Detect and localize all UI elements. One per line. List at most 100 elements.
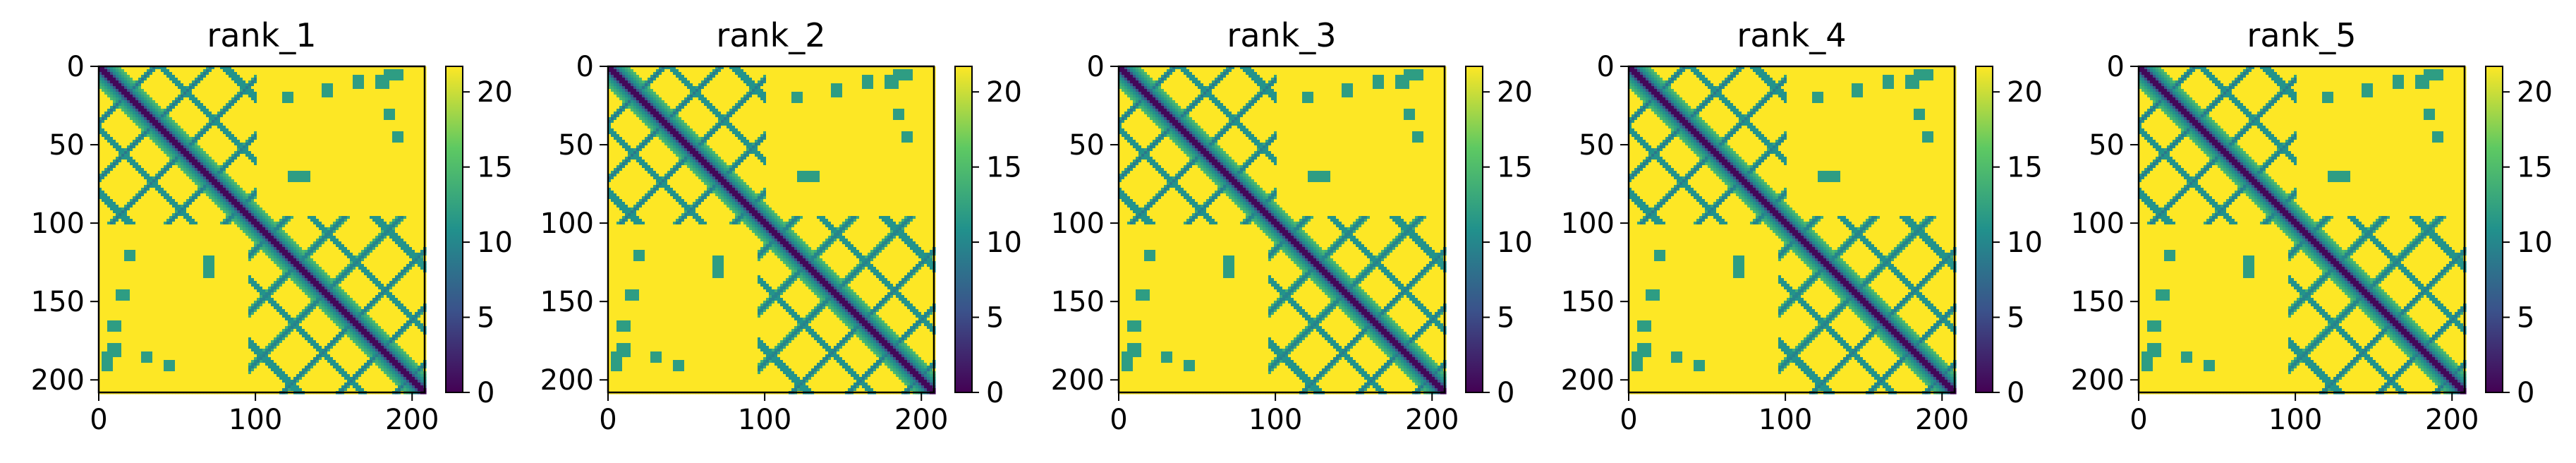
- heatmap-cell: [271, 117, 274, 121]
- heatmap-cell: [107, 109, 111, 112]
- heatmap-cell: [285, 80, 288, 84]
- heatmap-cell: [333, 109, 336, 112]
- heatmap-cell: [262, 128, 266, 132]
- heatmap-cell: [381, 95, 384, 98]
- heatmap-cell: [271, 120, 274, 124]
- heatmap-cell: [189, 114, 193, 118]
- heatmap-cell: [220, 80, 224, 84]
- heatmap-cell: [147, 117, 150, 121]
- heatmap-cell: [403, 112, 407, 115]
- heatmap-cell: [169, 114, 173, 118]
- heatmap-cell: [271, 75, 274, 78]
- heatmap-cell: [381, 120, 384, 124]
- heatmap-cell: [327, 114, 331, 118]
- heatmap-cell: [186, 120, 190, 124]
- heatmap-cell: [327, 106, 331, 109]
- heatmap-cell: [245, 114, 249, 118]
- heatmap-cell: [220, 95, 224, 98]
- heatmap-cell: [339, 126, 342, 129]
- heatmap-cell: [229, 120, 232, 124]
- heatmap-cell: [409, 86, 413, 90]
- heatmap-cell: [384, 75, 387, 78]
- heatmap-cell: [240, 109, 243, 112]
- heatmap-cell: [206, 86, 209, 90]
- heatmap-cell: [178, 86, 181, 90]
- heatmap-cell: [285, 86, 288, 90]
- heatmap-cell: [262, 86, 266, 90]
- heatmap-cell: [316, 109, 320, 112]
- heatmap-cell: [398, 120, 401, 124]
- heatmap-cell: [291, 92, 294, 95]
- heatmap-cell: [113, 89, 116, 92]
- heatmap-cell: [420, 114, 424, 118]
- heatmap-cell: [234, 103, 238, 107]
- heatmap-cell: [220, 109, 224, 112]
- heatmap-cell: [409, 78, 413, 81]
- heatmap-cell: [186, 106, 190, 109]
- heatmap-cell: [141, 80, 145, 84]
- heatmap-cell: [226, 97, 229, 101]
- heatmap-cell: [327, 78, 331, 81]
- heatmap-cell: [302, 126, 305, 129]
- heatmap-cell: [392, 97, 396, 101]
- heatmap-cell: [175, 114, 178, 118]
- heatmap-cell: [412, 120, 415, 124]
- heatmap-cell: [181, 95, 184, 98]
- heatmap-cell: [389, 72, 393, 76]
- heatmap-cell: [367, 78, 370, 81]
- heatmap-cell: [260, 120, 263, 124]
- heatmap-cell: [398, 100, 401, 104]
- heatmap-cell: [240, 114, 243, 118]
- heatmap-cell: [341, 106, 345, 109]
- heatmap-cell: [113, 106, 116, 109]
- heatmap-cell: [378, 89, 382, 92]
- heatmap-cell: [381, 106, 384, 109]
- heatmap-cell: [214, 128, 218, 132]
- heatmap-cell: [418, 126, 421, 129]
- heatmap-cell: [358, 103, 362, 107]
- heatmap-cell: [257, 109, 260, 112]
- heatmap-cell: [189, 97, 193, 101]
- heatmap-cell: [310, 123, 314, 126]
- heatmap-cell: [333, 126, 336, 129]
- heatmap-cell: [121, 109, 125, 112]
- heatmap-cell: [116, 83, 119, 87]
- heatmap-cell: [107, 106, 111, 109]
- heatmap-cell: [319, 86, 322, 90]
- heatmap-cell: [226, 117, 229, 121]
- heatmap-cell: [302, 75, 305, 78]
- heatmap-cell: [401, 72, 404, 76]
- heatmap-cell: [412, 89, 415, 92]
- heatmap-cell: [285, 106, 288, 109]
- heatmap-cell: [308, 126, 311, 129]
- heatmap-cell: [271, 114, 274, 118]
- heatmap-cell: [223, 126, 226, 129]
- heatmap-cell: [175, 112, 178, 115]
- heatmap-cell: [121, 123, 125, 126]
- heatmap-cell: [418, 69, 421, 73]
- heatmap-cell: [350, 92, 353, 95]
- heatmap-cell: [324, 78, 328, 81]
- heatmap-cell: [412, 109, 415, 112]
- heatmap-cell: [308, 95, 311, 98]
- heatmap-cell: [220, 86, 224, 90]
- heatmap-cell: [133, 97, 136, 101]
- heatmap-cell: [178, 100, 181, 104]
- heatmap-cell: [299, 117, 303, 121]
- heatmap-cell: [119, 109, 122, 112]
- heatmap-cell: [358, 69, 362, 73]
- heatmap-cell: [217, 100, 221, 104]
- heatmap-cell: [251, 128, 255, 132]
- heatmap-cell: [406, 128, 410, 132]
- heatmap-cell: [169, 100, 173, 104]
- heatmap-cell: [121, 72, 125, 76]
- heatmap-cell: [262, 80, 266, 84]
- heatmap-cell: [200, 97, 204, 101]
- heatmap-cell: [384, 78, 387, 81]
- heatmap-cell: [271, 78, 274, 81]
- heatmap-cell: [310, 69, 314, 73]
- heatmap-cell: [217, 120, 221, 124]
- heatmap-cell: [293, 112, 297, 115]
- heatmap-cell: [158, 109, 162, 112]
- heatmap-cell: [265, 100, 269, 104]
